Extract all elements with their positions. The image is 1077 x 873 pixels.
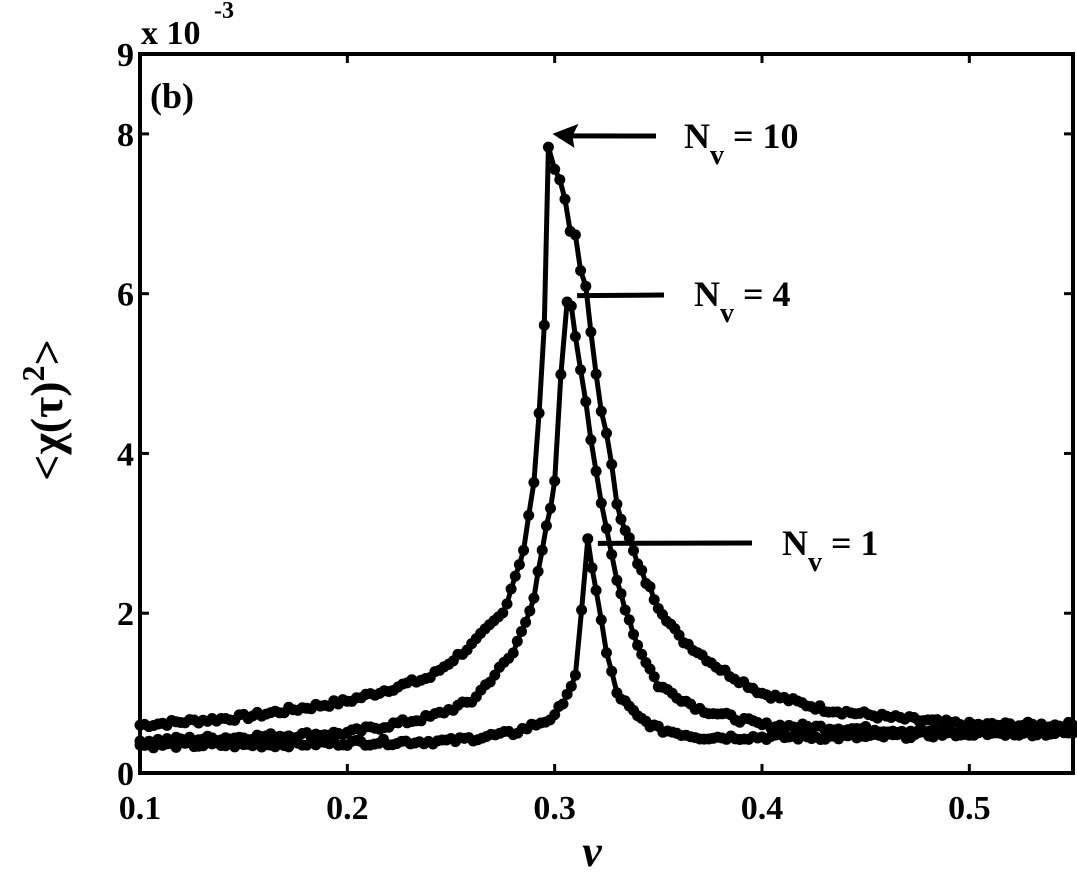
tick-layer: 0.1 0.2 0.3 0.4 0.5 0 2 4 6 8 9 [117,37,1073,827]
series-n-v-4 [134,296,1077,749]
x-tick-label: 0.1 [119,790,162,827]
x-tick-label: 0.5 [948,790,991,827]
x-axis-label: ν [582,827,602,873]
series-n-v-1 [134,533,1077,754]
series-n-v-10 [134,141,1077,734]
panel-label: (b) [150,76,194,116]
y-tick-label: 8 [117,117,134,154]
annotation-label: Nv = 10 [684,116,799,171]
y-tick-label: 4 [117,436,134,473]
y-tick-label: 2 [117,596,134,633]
plot-frame [138,52,1075,775]
annotation-layer: Nv = 10 Nv = 4 Nv = 1 [552,116,879,578]
annotation-2: Nv = 4 [577,274,791,329]
annotation-3: Nv = 1 [597,523,879,578]
y-tick-label: 9 [117,37,134,74]
y-axis-label: <χ(τ)2> [15,339,72,481]
y-scale-exponent: -3 [214,0,234,24]
data-series-layer [134,141,1077,754]
x-tick-label: 0.2 [326,790,369,827]
arrowhead-icon [552,123,579,148]
x-tick-label: 0.4 [741,790,784,827]
y-scale-label: x 10 [141,15,201,52]
annotation-1: Nv = 10 [552,116,799,171]
x-tick-label: 0.3 [533,790,576,827]
annotation-label: Nv = 4 [694,274,791,329]
y-tick-label: 6 [117,277,134,314]
y-tick-label: 0 [117,756,134,793]
annotation-label: Nv = 1 [782,523,879,578]
